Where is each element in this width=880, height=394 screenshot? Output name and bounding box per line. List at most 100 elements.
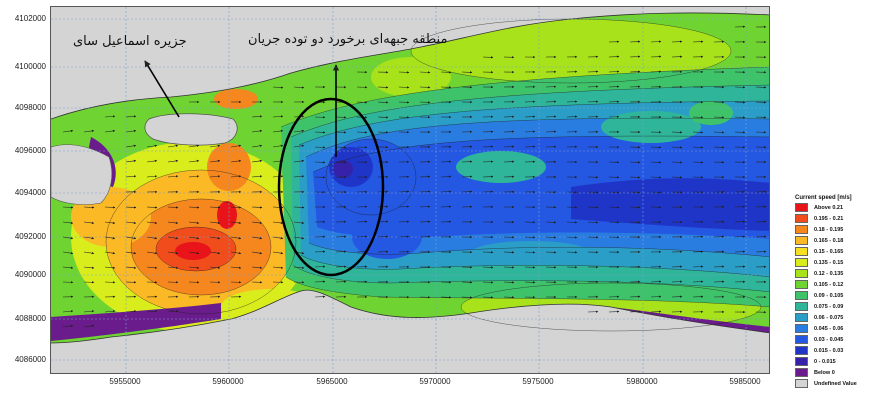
- current-vector: [167, 159, 179, 163]
- current-vector: [83, 206, 95, 209]
- current-vector: [125, 236, 137, 240]
- current-vector: [167, 236, 179, 240]
- current-vector: [230, 251, 242, 255]
- current-vector: [272, 144, 284, 148]
- legend-item: 0 - 0.015: [795, 356, 880, 367]
- legend-swatch: [795, 269, 808, 278]
- legend-label: 0.015 - 0.03: [814, 347, 844, 354]
- current-vector: [251, 144, 263, 148]
- current-vector: [167, 266, 179, 270]
- frontal-zone-annotation: منطقه جبهه‌ای برخورد دو توده جریان: [248, 32, 448, 47]
- legend-swatch: [795, 258, 808, 267]
- current-vector: [251, 159, 263, 163]
- current-vector: [251, 236, 263, 240]
- current-vector: [272, 236, 284, 240]
- legend-label: 0.195 - 0.21: [814, 215, 844, 222]
- y-tick-label: 4096000: [14, 146, 46, 155]
- current-vector: [251, 221, 263, 225]
- legend-swatch: [795, 203, 808, 212]
- current-vector: [188, 236, 200, 240]
- legend-swatch: [795, 302, 808, 311]
- current-vector: [251, 206, 263, 209]
- current-vector: [125, 159, 137, 163]
- y-tick-label: 4102000: [14, 14, 46, 23]
- current-vector: [209, 236, 221, 240]
- y-tick-label: 4088000: [14, 314, 46, 323]
- current-vector: [62, 206, 74, 209]
- x-tick-label: 5960000: [212, 377, 244, 386]
- y-tick-label: 4100000: [14, 62, 46, 71]
- legend-label: 0 - 0.015: [814, 358, 836, 365]
- x-tick-label: 5975000: [522, 377, 554, 386]
- current-vector: [209, 144, 221, 148]
- current-vector: [251, 175, 263, 178]
- current-vector: [209, 159, 221, 163]
- current-vector: [293, 144, 305, 148]
- legend-title: Current speed [m/s]: [795, 195, 852, 201]
- current-vector: [104, 206, 116, 209]
- current-vector: [83, 221, 95, 225]
- current-vector: [209, 206, 221, 209]
- current-vector: [209, 251, 221, 255]
- x-tick-label: 5970000: [419, 377, 451, 386]
- current-vector: [62, 221, 74, 225]
- y-tick-label: 4092000: [14, 232, 46, 241]
- current-vector: [293, 175, 305, 178]
- y-tick-label: 4098000: [14, 103, 46, 112]
- current-vector: [272, 86, 284, 89]
- current-vector: [272, 175, 284, 178]
- current-vector: [230, 221, 242, 225]
- island-annotation: جزیره اسماعیل سای: [73, 34, 187, 49]
- legend-item: Below 0: [795, 367, 880, 378]
- legend-item: 0.06 - 0.075: [795, 312, 880, 323]
- current-vector: [209, 221, 221, 225]
- current-vector: [293, 266, 305, 270]
- current-vector: [104, 310, 116, 313]
- current-vector: [104, 251, 116, 255]
- current-vector: [230, 236, 242, 240]
- legend-item: Undefined Value: [795, 378, 880, 389]
- legend-label: 0.045 - 0.06: [814, 325, 844, 332]
- legend-swatch: [795, 379, 808, 388]
- legend-label: 0.06 - 0.075: [814, 314, 844, 321]
- ismail-sai-island: [144, 113, 238, 146]
- current-vector: [125, 266, 137, 270]
- current-vector: [293, 236, 305, 240]
- current-vector: [62, 129, 74, 133]
- current-vector: [146, 175, 158, 178]
- current-vector: [104, 115, 116, 118]
- current-vector: [230, 159, 242, 163]
- current-vector: [230, 206, 242, 209]
- current-vector: [62, 310, 74, 313]
- legend-label: Above 0.21: [814, 204, 844, 211]
- current-vector: [293, 221, 305, 225]
- current-vector: [62, 236, 74, 240]
- legend-swatch: [795, 346, 808, 355]
- current-vector: [251, 251, 263, 255]
- current-vector: [167, 310, 179, 313]
- legend-item: 0.09 - 0.105: [795, 290, 880, 301]
- legend-swatch: [795, 225, 808, 234]
- legend-label: Below 0: [814, 369, 835, 376]
- current-vector: [209, 175, 221, 178]
- current-vector: [125, 115, 137, 118]
- map-canvas: [51, 7, 769, 373]
- x-tick-label: 5980000: [626, 377, 658, 386]
- current-vector: [146, 221, 158, 225]
- current-vector: [293, 129, 305, 133]
- current-vector: [125, 221, 137, 225]
- current-vector: [146, 206, 158, 209]
- island-label-arrow: [144, 60, 180, 118]
- current-vector: [125, 251, 137, 255]
- current-vector: [125, 310, 137, 313]
- x-tick-label: 5985000: [729, 377, 761, 386]
- legend-item: 0.195 - 0.21: [795, 213, 880, 224]
- current-vector: [209, 266, 221, 270]
- current-vector: [125, 144, 137, 148]
- current-vector: [104, 221, 116, 225]
- legend-swatch: [795, 236, 808, 245]
- speed-legend: Current speed [m/s] Above 0.21 0.195 - 0.…: [795, 195, 880, 389]
- legend-label: 0.09 - 0.105: [814, 292, 844, 299]
- legend-swatch: [795, 214, 808, 223]
- current-vector: [146, 310, 158, 313]
